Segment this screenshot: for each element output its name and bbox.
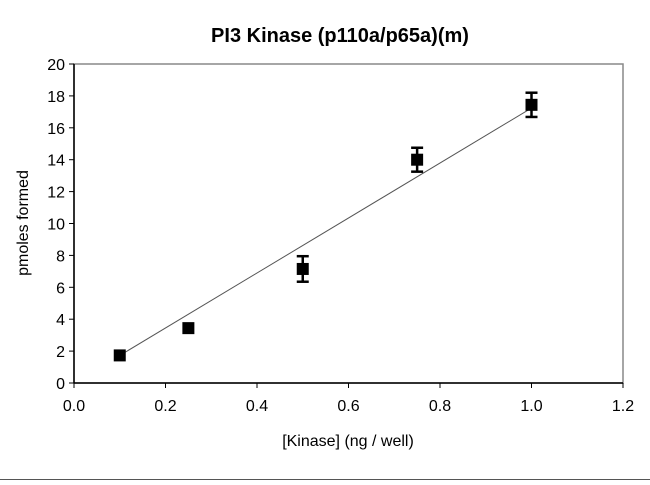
bottom-divider: [0, 479, 650, 480]
y-tick-label: 8: [56, 248, 65, 265]
trendline: [119, 107, 532, 356]
x-tick-label: 1.2: [612, 398, 634, 415]
chart-title: PI3 Kinase (p110a/p65a)(m): [211, 25, 469, 47]
x-tick-label: 0.0: [63, 398, 85, 415]
y-axis-label: pmoles formed: [15, 170, 32, 276]
y-tick-label: 10: [47, 217, 65, 234]
data-point: [113, 349, 126, 362]
x-tick-label: 0.8: [429, 398, 451, 415]
x-tick-label: 0.2: [154, 398, 176, 415]
y-tick-label: 12: [47, 185, 65, 202]
data-point: [411, 153, 424, 166]
x-tick-label: 0.4: [246, 398, 268, 415]
x-axis-label: [Kinase] (ng / well): [282, 433, 414, 450]
y-tick-label: 0: [56, 376, 65, 393]
x-tick-label: 1.0: [520, 398, 542, 415]
x-tick-label: 0.6: [337, 398, 359, 415]
y-tick-label: 16: [47, 121, 65, 138]
data-point: [525, 98, 538, 111]
y-tick-label: 20: [47, 57, 65, 74]
plot-area: [73, 63, 624, 384]
y-tick-label: 18: [47, 89, 65, 106]
data-point: [296, 262, 309, 275]
y-tick-label: 14: [47, 153, 65, 170]
y-tick-label: 6: [56, 280, 65, 297]
data-point: [182, 322, 195, 335]
y-tick-label: 2: [56, 344, 65, 361]
y-tick-label: 4: [56, 312, 65, 329]
